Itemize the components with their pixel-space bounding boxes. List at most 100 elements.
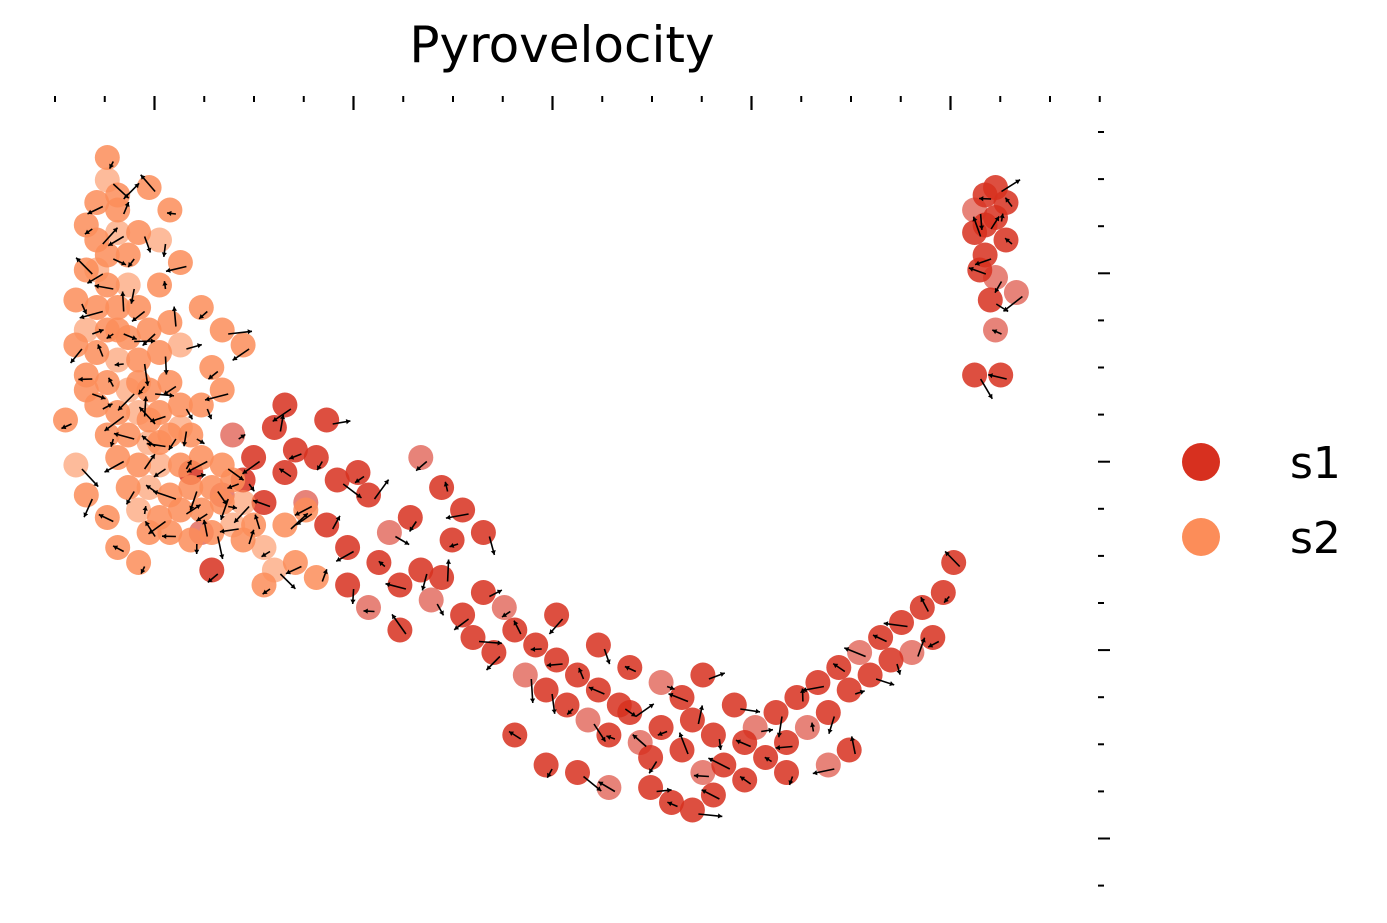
velocity-arrow-head <box>272 416 278 422</box>
velocity-arrow-head <box>678 732 684 738</box>
point-s2 <box>84 257 110 283</box>
velocity-arrow-head <box>106 333 112 339</box>
velocity-arrow-head <box>404 540 410 545</box>
velocity-arrow-head <box>279 468 285 474</box>
velocity-arrow-head <box>121 260 126 266</box>
velocity-arrow-head <box>261 552 267 557</box>
point-s2 <box>126 370 152 395</box>
point-s2 <box>272 512 298 538</box>
velocity-arrow-head <box>195 504 201 510</box>
velocity-arrow-head <box>249 486 255 492</box>
velocity-arrow-head <box>208 374 214 380</box>
velocity-arrow-head <box>988 373 993 379</box>
point-s2 <box>303 565 329 590</box>
point-s2 <box>167 415 193 440</box>
velocity-arrow-head <box>132 316 137 322</box>
velocity-arrow-head <box>546 662 552 668</box>
velocity-arrow-head <box>139 407 145 412</box>
velocity-arrow-head <box>61 424 67 430</box>
velocity-arrow-head <box>668 692 674 698</box>
point-s1 <box>481 640 507 665</box>
velocity-arrow-head <box>549 629 555 634</box>
velocity-arrow-head <box>153 472 159 477</box>
velocity-arrow-head <box>979 225 985 230</box>
velocity-arrow-head <box>968 266 974 272</box>
velocity-arrow-head <box>827 728 833 734</box>
point-s1 <box>909 595 935 620</box>
point-s1 <box>544 602 570 628</box>
velocity-arrow-head <box>788 780 794 785</box>
velocity-arrow-head <box>113 432 119 438</box>
velocity-arrow-head <box>98 514 104 519</box>
point-s1 <box>967 257 993 283</box>
y-axis-ticks <box>1098 131 1110 887</box>
velocity-arrow-head <box>624 665 630 671</box>
velocity-arrow-head <box>142 340 148 346</box>
point-s2 <box>167 452 193 478</box>
point-s1 <box>314 407 340 433</box>
velocity-arrow-head <box>336 556 342 562</box>
velocity-arrow-head <box>140 568 146 574</box>
point-s1 <box>554 692 580 718</box>
velocity-arrow-head <box>775 745 781 751</box>
point-s1 <box>376 520 402 545</box>
point-s1 <box>470 520 496 545</box>
velocity-arrow-head <box>693 773 699 779</box>
velocity-arrow-head <box>994 216 1000 222</box>
point-s1 <box>889 610 914 635</box>
velocity-arrow-head <box>598 781 604 787</box>
velocity-arrow-head <box>199 314 204 319</box>
velocity-arrow-head <box>290 583 296 589</box>
velocity-arrow-head <box>142 506 148 511</box>
velocity-arrow-head <box>345 419 351 425</box>
point-s2 <box>115 272 141 298</box>
velocity-arrow-head <box>1005 238 1010 243</box>
velocity-arrow-head <box>162 533 167 539</box>
point-s1 <box>387 617 413 643</box>
velocity-arrow-head <box>1015 179 1021 185</box>
velocity-arrow-head <box>606 735 612 740</box>
velocity-arrow-head <box>104 426 110 431</box>
velocity-arrow-head <box>567 709 573 715</box>
velocity-arrow-head <box>247 329 252 335</box>
point-s1 <box>700 722 726 748</box>
point-s2 <box>105 317 131 343</box>
point-s1 <box>565 760 590 785</box>
point-s1 <box>669 737 695 763</box>
chart-title: Pyrovelocity <box>409 16 714 74</box>
velocity-arrow-head <box>109 441 115 447</box>
velocity-arrow-head <box>109 163 114 169</box>
point-s1 <box>575 707 601 733</box>
velocity-arrow-head <box>768 727 773 733</box>
velocity-arrow-head <box>350 599 356 604</box>
point-s2 <box>178 475 204 500</box>
velocity-arrow-head <box>717 745 723 750</box>
velocity-arrow-head <box>547 772 552 778</box>
velocity-arrow-head <box>530 698 536 703</box>
velocity-arrow-head <box>166 267 171 273</box>
velocity-arrow-head <box>188 414 193 420</box>
point-s2 <box>209 377 235 403</box>
point-s1 <box>711 752 737 778</box>
point-s2 <box>209 317 235 343</box>
velocity-arrow-head <box>280 414 286 420</box>
point-s1 <box>596 722 622 748</box>
point-s1 <box>857 662 883 688</box>
velocity-arrow-head <box>928 642 934 648</box>
point-s1 <box>335 535 361 560</box>
velocity-arrow-head <box>94 283 100 289</box>
point-s2 <box>147 272 172 298</box>
velocity-arrow-head <box>975 260 980 266</box>
velocity-arrow-head <box>70 358 76 363</box>
velocity-arrow-head <box>755 708 760 714</box>
velocity-arrow-head <box>108 377 113 383</box>
velocity-arrow-head <box>717 813 723 819</box>
velocity-arrow-head <box>129 299 135 304</box>
point-s2 <box>251 535 277 560</box>
velocity-arrow-head <box>873 634 878 640</box>
point-s2 <box>84 340 110 365</box>
velocity-arrow-head <box>199 439 205 444</box>
velocity-arrow-head <box>146 485 152 490</box>
velocity-arrow-head <box>163 370 169 375</box>
velocity-arrow-head <box>445 559 451 564</box>
